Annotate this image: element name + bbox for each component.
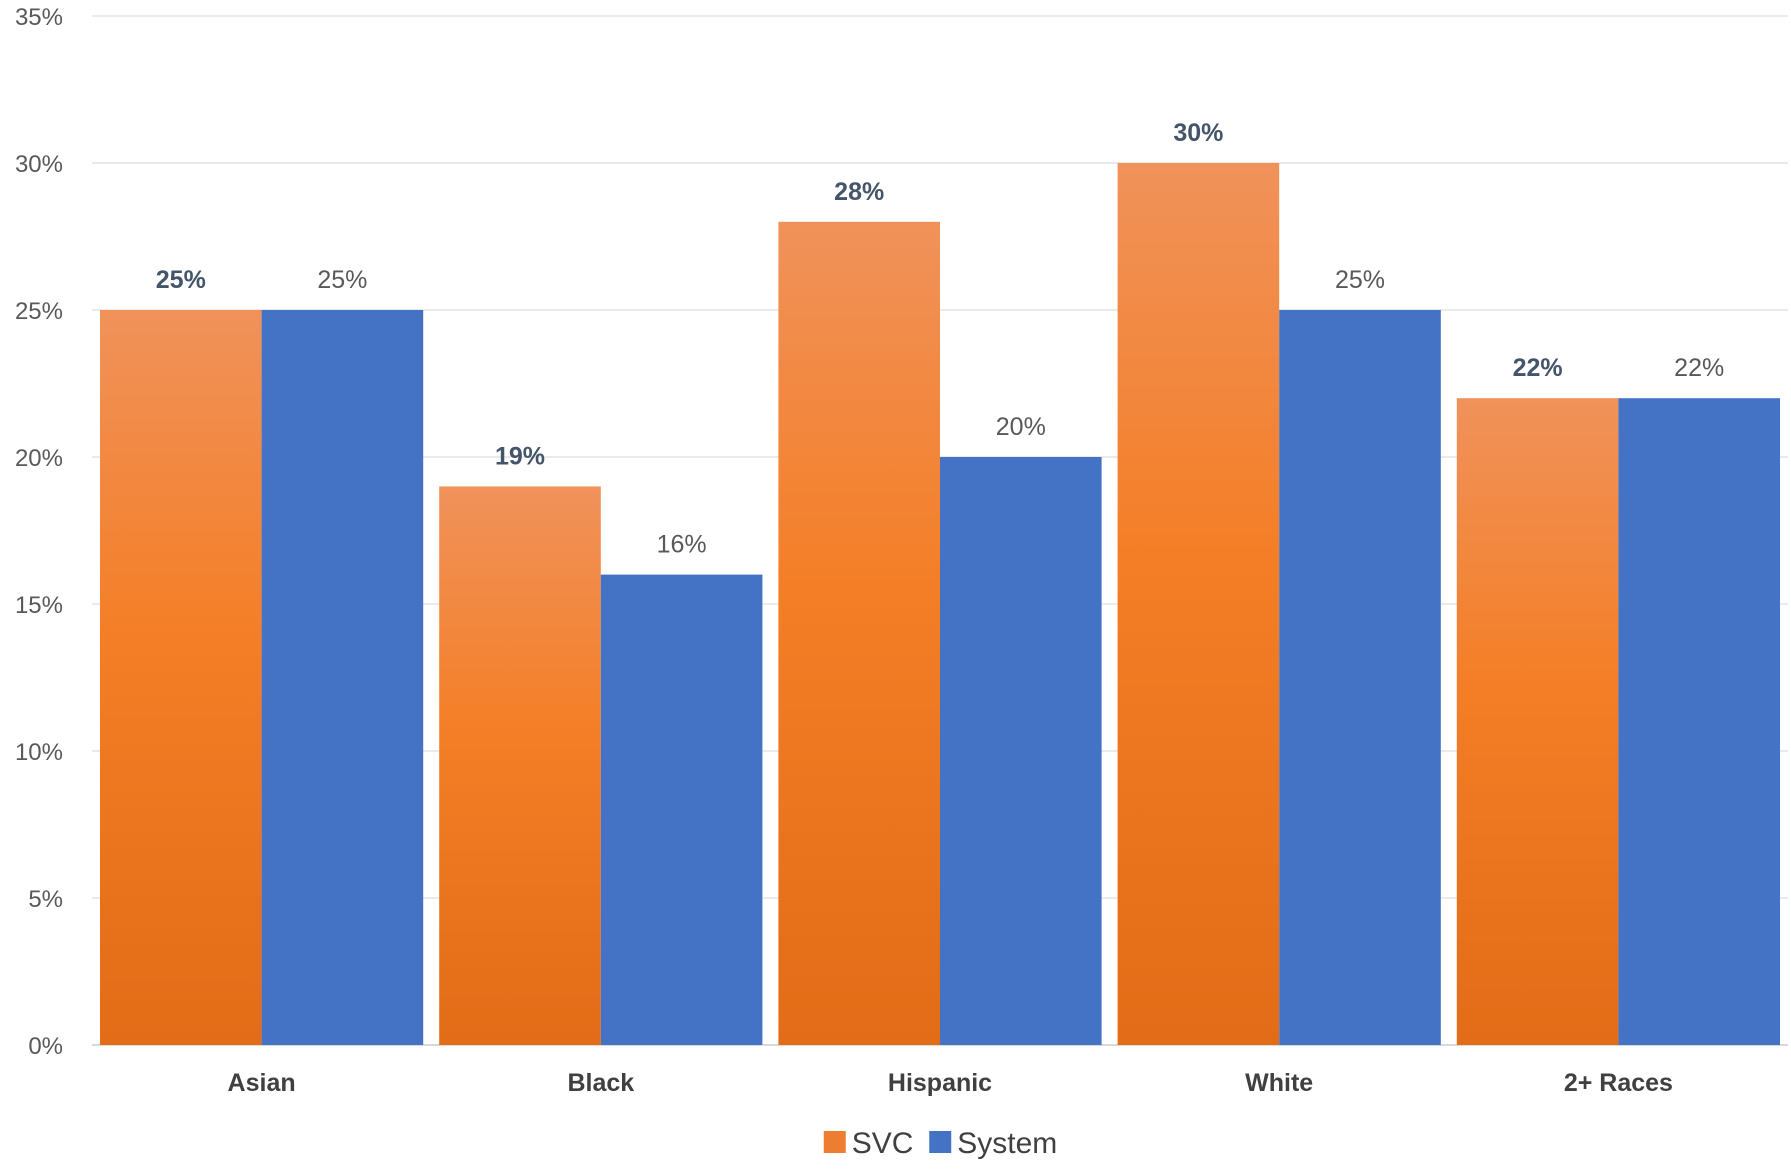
y-tick-label: 30%: [15, 151, 63, 178]
y-tick-label: 10%: [15, 739, 63, 766]
x-category-label: 2+ Races: [1564, 1069, 1673, 1097]
x-category-label: Black: [567, 1069, 634, 1097]
legend-swatch-system: [929, 1131, 952, 1153]
bar-svc-black: [439, 486, 601, 1045]
legend-label-svc: SVC: [852, 1127, 914, 1160]
bar-system-white: [1279, 310, 1441, 1045]
bars: [100, 163, 1780, 1046]
data-label: 22%: [1674, 354, 1724, 382]
legend: SVC System: [823, 1127, 1057, 1160]
x-category-label: Asian: [228, 1069, 296, 1097]
data-label: 22%: [1513, 354, 1563, 382]
bar-system-black: [600, 574, 763, 1045]
y-tick-label: 5%: [28, 886, 63, 913]
y-tick-label: 20%: [15, 445, 63, 472]
data-label: 25%: [156, 266, 206, 294]
bar-system-hispanic: [940, 457, 1102, 1045]
data-label: 19%: [495, 442, 545, 470]
data-labels: 25% 25% 19% 16% 28% 20% 30% 25% 22% 22%: [156, 119, 1724, 559]
bar-system-2-races: [1618, 398, 1780, 1045]
y-tick-label: 15%: [15, 592, 63, 619]
bar-svc-white: [1117, 163, 1280, 1045]
bar-system-asian: [261, 310, 424, 1045]
bar-svc-2-races: [1456, 398, 1619, 1045]
data-label: 16%: [657, 531, 707, 559]
y-tick-label: 35%: [15, 4, 63, 31]
data-label: 30%: [1173, 119, 1223, 147]
bar-svc-hispanic: [778, 221, 940, 1046]
data-label: 25%: [317, 266, 367, 294]
x-category-label: White: [1245, 1069, 1313, 1097]
y-tick-label: 25%: [15, 298, 63, 325]
x-axis-categories: Asian Black Hispanic White 2+ Races: [228, 1069, 1673, 1097]
x-category-label: Hispanic: [888, 1069, 992, 1097]
bar-svc-asian: [100, 310, 262, 1045]
data-label: 25%: [1335, 266, 1385, 294]
y-axis-ticks: 0% 5% 10% 15% 20% 25% 30% 35%: [15, 4, 63, 1060]
legend-label-system: System: [957, 1127, 1057, 1160]
data-label: 20%: [996, 413, 1046, 441]
data-label: 28%: [834, 178, 884, 206]
y-tick-label: 0%: [28, 1033, 63, 1060]
legend-swatch-svc: [823, 1131, 846, 1153]
